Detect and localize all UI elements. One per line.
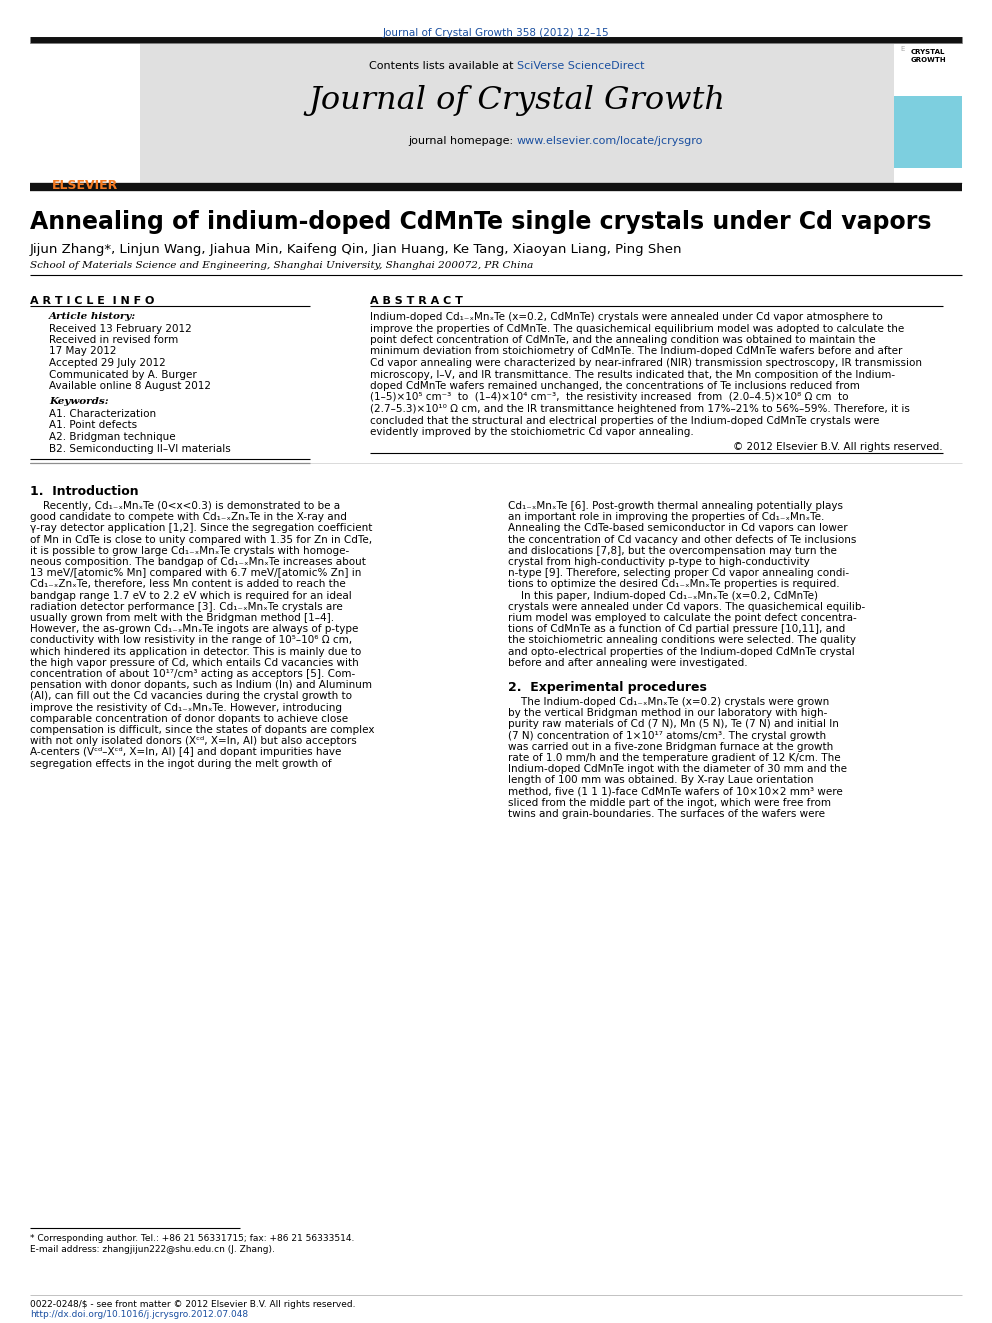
Text: A1. Characterization: A1. Characterization <box>49 409 156 419</box>
Text: microscopy, I–V, and IR transmittance. The results indicated that, the Mn compos: microscopy, I–V, and IR transmittance. T… <box>370 369 895 380</box>
Text: Cd vapor annealing were characterized by near-infrared (NIR) transmission spectr: Cd vapor annealing were characterized by… <box>370 359 922 368</box>
Text: E-mail address: zhangjijun222@shu.edu.cn (J. Zhang).: E-mail address: zhangjijun222@shu.edu.cn… <box>30 1245 275 1254</box>
Text: 17 May 2012: 17 May 2012 <box>49 347 116 356</box>
Text: In this paper, Indium-doped Cd₁₋ₓMnₓTe (x=0.2, CdMnTe): In this paper, Indium-doped Cd₁₋ₓMnₓTe (… <box>508 590 818 601</box>
Text: 2.  Experimental procedures: 2. Experimental procedures <box>508 681 707 695</box>
Text: Indium-doped Cd₁₋ₓMnₓTe (x=0.2, CdMnTe) crystals were annealed under Cd vapor at: Indium-doped Cd₁₋ₓMnₓTe (x=0.2, CdMnTe) … <box>370 312 883 321</box>
Text: tions of CdMnTe as a function of Cd partial pressure [10,11], and: tions of CdMnTe as a function of Cd part… <box>508 624 845 634</box>
Text: usually grown from melt with the Bridgman method [1–4].: usually grown from melt with the Bridgma… <box>30 613 334 623</box>
Text: comparable concentration of donor dopants to achieve close: comparable concentration of donor dopant… <box>30 714 348 724</box>
Text: segregation effects in the ingot during the melt growth of: segregation effects in the ingot during … <box>30 758 331 769</box>
Text: before and after annealing were investigated.: before and after annealing were investig… <box>508 658 748 668</box>
Text: with not only isolated donors (Xᶜᵈ, X=In, Al) but also acceptors: with not only isolated donors (Xᶜᵈ, X=In… <box>30 736 357 746</box>
Text: Recently, Cd₁₋ₓMnₓTe (0<x<0.3) is demonstrated to be a: Recently, Cd₁₋ₓMnₓTe (0<x<0.3) is demons… <box>30 501 340 511</box>
Text: an important role in improving the properties of Cd₁₋ₓMnₓTe.: an important role in improving the prope… <box>508 512 824 523</box>
Text: purity raw materials of Cd (7 N), Mn (5 N), Te (7 N) and initial In: purity raw materials of Cd (7 N), Mn (5 … <box>508 720 839 729</box>
Text: neous composition. The bandgap of Cd₁₋ₓMnₓTe increases about: neous composition. The bandgap of Cd₁₋ₓM… <box>30 557 366 568</box>
Text: A B S T R A C T: A B S T R A C T <box>370 296 463 306</box>
Text: n-type [9]. Therefore, selecting proper Cd vapor annealing condi-: n-type [9]. Therefore, selecting proper … <box>508 568 849 578</box>
Text: bandgap range 1.7 eV to 2.2 eV which is required for an ideal: bandgap range 1.7 eV to 2.2 eV which is … <box>30 590 352 601</box>
Text: Communicated by A. Burger: Communicated by A. Burger <box>49 369 196 380</box>
Text: sliced from the middle part of the ingot, which were free from: sliced from the middle part of the ingot… <box>508 798 831 808</box>
Text: Received in revised form: Received in revised form <box>49 335 179 345</box>
Text: Accepted 29 July 2012: Accepted 29 July 2012 <box>49 359 166 368</box>
Text: twins and grain-boundaries. The surfaces of the wafers were: twins and grain-boundaries. The surfaces… <box>508 808 825 819</box>
Text: Annealing the CdTe-based semiconductor in Cd vapors can lower: Annealing the CdTe-based semiconductor i… <box>508 524 847 533</box>
Text: the concentration of Cd vacancy and other defects of Te inclusions: the concentration of Cd vacancy and othe… <box>508 534 856 545</box>
Text: crystals were annealed under Cd vapors. The quasichemical equilib-: crystals were annealed under Cd vapors. … <box>508 602 865 611</box>
Text: it is possible to grow large Cd₁₋ₓMnₓTe crystals with homoge-: it is possible to grow large Cd₁₋ₓMnₓTe … <box>30 546 349 556</box>
Bar <box>30 44 140 183</box>
Text: (Al), can fill out the Cd vacancies during the crystal growth to: (Al), can fill out the Cd vacancies duri… <box>30 692 352 701</box>
Text: concentration of about 10¹⁷/cm³ acting as acceptors [5]. Com-: concentration of about 10¹⁷/cm³ acting a… <box>30 669 355 679</box>
Text: good candidate to compete with Cd₁₋ₓZnₓTe in the X-ray and: good candidate to compete with Cd₁₋ₓZnₓT… <box>30 512 347 523</box>
Text: GROWTH: GROWTH <box>911 57 945 64</box>
Text: the high vapor pressure of Cd, which entails Cd vacancies with: the high vapor pressure of Cd, which ent… <box>30 658 359 668</box>
Text: length of 100 mm was obtained. By X-ray Laue orientation: length of 100 mm was obtained. By X-ray … <box>508 775 813 786</box>
Text: journal homepage:: journal homepage: <box>409 136 517 146</box>
Text: Indium-doped CdMnTe ingot with the diameter of 30 mm and the: Indium-doped CdMnTe ingot with the diame… <box>508 765 847 774</box>
Text: by the vertical Bridgman method in our laboratory with high-: by the vertical Bridgman method in our l… <box>508 708 827 718</box>
Text: was carried out in a five-zone Bridgman furnace at the growth: was carried out in a five-zone Bridgman … <box>508 742 833 751</box>
Text: improve the resistivity of Cd₁₋ₓMnₓTe. However, introducing: improve the resistivity of Cd₁₋ₓMnₓTe. H… <box>30 703 342 713</box>
Text: point defect concentration of CdMnTe, and the annealing condition was obtained t: point defect concentration of CdMnTe, an… <box>370 335 876 345</box>
Text: ELSEVIER: ELSEVIER <box>52 179 118 192</box>
Text: compensation is difficult, since the states of dopants are complex: compensation is difficult, since the sta… <box>30 725 375 736</box>
Bar <box>140 44 894 183</box>
Text: Cd₁₋ₓZnₓTe, therefore, less Mn content is added to reach the: Cd₁₋ₓZnₓTe, therefore, less Mn content i… <box>30 579 346 590</box>
Text: evidently improved by the stoichiometric Cd vapor annealing.: evidently improved by the stoichiometric… <box>370 427 693 437</box>
Text: tions to optimize the desired Cd₁₋ₓMnₓTe properties is required.: tions to optimize the desired Cd₁₋ₓMnₓTe… <box>508 579 839 590</box>
Text: Keywords:: Keywords: <box>49 397 109 406</box>
Text: Received 13 February 2012: Received 13 February 2012 <box>49 324 191 333</box>
Text: minimum deviation from stoichiometry of CdMnTe. The Indium-doped CdMnTe wafers b: minimum deviation from stoichiometry of … <box>370 347 903 356</box>
Text: Journal of Crystal Growth 358 (2012) 12–15: Journal of Crystal Growth 358 (2012) 12–… <box>383 28 609 38</box>
Text: conductivity with low resistivity in the range of 10⁵–10⁶ Ω cm,: conductivity with low resistivity in the… <box>30 635 352 646</box>
Text: 1.  Introduction: 1. Introduction <box>30 486 139 497</box>
Bar <box>894 97 962 168</box>
Text: A2. Bridgman technique: A2. Bridgman technique <box>49 433 176 442</box>
Text: Available online 8 August 2012: Available online 8 August 2012 <box>49 381 211 392</box>
Text: and dislocations [7,8], but the overcompensation may turn the: and dislocations [7,8], but the overcomp… <box>508 546 837 556</box>
Text: rium model was employed to calculate the point defect concentra-: rium model was employed to calculate the… <box>508 613 857 623</box>
Text: School of Materials Science and Engineering, Shanghai University, Shanghai 20007: School of Materials Science and Engineer… <box>30 261 534 270</box>
Text: radiation detector performance [3]. Cd₁₋ₓMnₓTe crystals are: radiation detector performance [3]. Cd₁₋… <box>30 602 343 611</box>
Text: Cd₁₋ₓMnₓTe [6]. Post-growth thermal annealing potentially plays: Cd₁₋ₓMnₓTe [6]. Post-growth thermal anne… <box>508 501 843 511</box>
Text: The Indium-doped Cd₁₋ₓMnₓTe (x=0.2) crystals were grown: The Indium-doped Cd₁₋ₓMnₓTe (x=0.2) crys… <box>508 697 829 706</box>
Text: 13 meV/[atomic% Mn] compared with 6.7 meV/[atomic% Zn] in: 13 meV/[atomic% Mn] compared with 6.7 me… <box>30 568 361 578</box>
Text: and opto-electrical properties of the Indium-doped CdMnTe crystal: and opto-electrical properties of the In… <box>508 647 855 656</box>
Text: www.elsevier.com/locate/jcrysgro: www.elsevier.com/locate/jcrysgro <box>517 136 703 146</box>
Text: * Corresponding author. Tel.: +86 21 56331715; fax: +86 21 56333514.: * Corresponding author. Tel.: +86 21 563… <box>30 1234 354 1244</box>
Text: doped CdMnTe wafers remained unchanged, the concentrations of Te inclusions redu: doped CdMnTe wafers remained unchanged, … <box>370 381 860 392</box>
Text: (2.7–5.3)×10¹⁰ Ω cm, and the IR transmittance heightened from 17%–21% to 56%–59%: (2.7–5.3)×10¹⁰ Ω cm, and the IR transmit… <box>370 404 910 414</box>
Text: Annealing of indium-doped CdMnTe single crystals under Cd vapors: Annealing of indium-doped CdMnTe single … <box>30 210 931 234</box>
Text: pensation with donor dopants, such as Indium (In) and Aluminum: pensation with donor dopants, such as In… <box>30 680 372 691</box>
Text: © 2012 Elsevier B.V. All rights reserved.: © 2012 Elsevier B.V. All rights reserved… <box>733 442 943 451</box>
Text: 0022-0248/$ - see front matter © 2012 Elsevier B.V. All rights reserved.: 0022-0248/$ - see front matter © 2012 El… <box>30 1301 355 1308</box>
Text: concluded that the structural and electrical properties of the Indium-doped CdMn: concluded that the structural and electr… <box>370 415 879 426</box>
Text: (1–5)×10⁵ cm⁻³  to  (1–4)×10⁴ cm⁻³,  the resistivity increased  from  (2.0–4.5)×: (1–5)×10⁵ cm⁻³ to (1–4)×10⁴ cm⁻³, the re… <box>370 393 848 402</box>
Text: the stoichiometric annealing conditions were selected. The quality: the stoichiometric annealing conditions … <box>508 635 856 646</box>
Text: Jijun Zhang*, Linjun Wang, Jiahua Min, Kaifeng Qin, Jian Huang, Ke Tang, Xiaoyan: Jijun Zhang*, Linjun Wang, Jiahua Min, K… <box>30 243 682 255</box>
Text: A1. Point defects: A1. Point defects <box>49 421 137 430</box>
Text: E: E <box>900 46 905 52</box>
Text: which hindered its application in detector. This is mainly due to: which hindered its application in detect… <box>30 647 361 656</box>
Text: rate of 1.0 mm/h and the temperature gradient of 12 K/cm. The: rate of 1.0 mm/h and the temperature gra… <box>508 753 840 763</box>
Text: http://dx.doi.org/10.1016/j.jcrysgro.2012.07.048: http://dx.doi.org/10.1016/j.jcrysgro.201… <box>30 1310 248 1319</box>
Text: Contents lists available at: Contents lists available at <box>369 61 517 71</box>
Text: B2. Semiconducting II–VI materials: B2. Semiconducting II–VI materials <box>49 443 231 454</box>
Text: Article history:: Article history: <box>49 312 136 321</box>
Text: γ-ray detector application [1,2]. Since the segregation coefficient: γ-ray detector application [1,2]. Since … <box>30 524 372 533</box>
Text: A R T I C L E  I N F O: A R T I C L E I N F O <box>30 296 155 306</box>
Text: CRYSTAL: CRYSTAL <box>911 49 945 56</box>
Text: However, the as-grown Cd₁₋ₓMnₓTe ingots are always of p-type: However, the as-grown Cd₁₋ₓMnₓTe ingots … <box>30 624 358 634</box>
Bar <box>894 44 962 183</box>
Text: SciVerse ScienceDirect: SciVerse ScienceDirect <box>517 61 645 71</box>
Text: of Mn in CdTe is close to unity compared with 1.35 for Zn in CdTe,: of Mn in CdTe is close to unity compared… <box>30 534 372 545</box>
Text: (7 N) concentration of 1×10¹⁷ atoms/cm³. The crystal growth: (7 N) concentration of 1×10¹⁷ atoms/cm³.… <box>508 730 826 741</box>
Text: crystal from high-conductivity p-type to high-conductivity: crystal from high-conductivity p-type to… <box>508 557 809 568</box>
Text: Journal of Crystal Growth: Journal of Crystal Growth <box>309 85 725 116</box>
Text: improve the properties of CdMnTe. The quasichemical equilibrium model was adopte: improve the properties of CdMnTe. The qu… <box>370 324 905 333</box>
Text: method, five (1 1 1)-face CdMnTe wafers of 10×10×2 mm³ were: method, five (1 1 1)-face CdMnTe wafers … <box>508 787 843 796</box>
Text: A-centers (Vᶜᵈ–Xᶜᵈ, X=In, Al) [4] and dopant impurities have: A-centers (Vᶜᵈ–Xᶜᵈ, X=In, Al) [4] and do… <box>30 747 341 757</box>
